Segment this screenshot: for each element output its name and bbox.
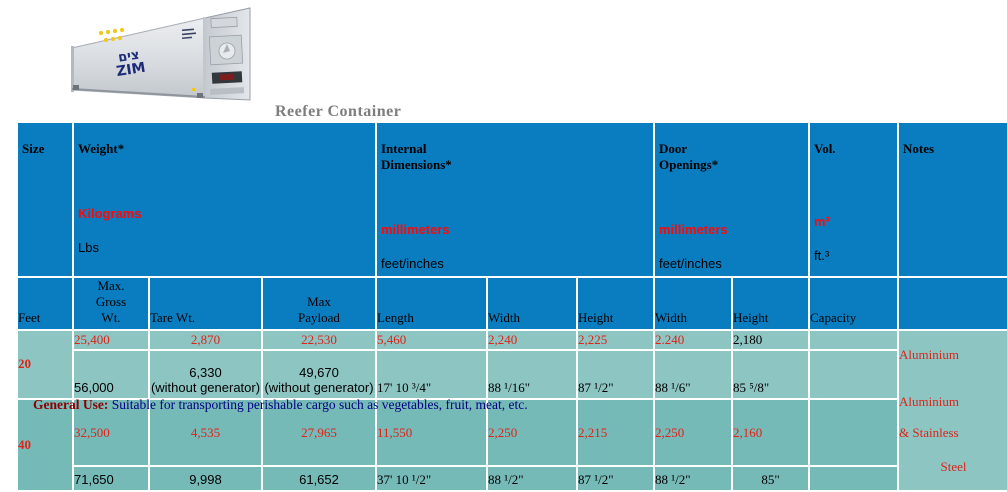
c20-lbs-door-height: 85 ⁵/8" bbox=[731, 348, 810, 400]
c40-kg-door-width: 2,250 bbox=[653, 397, 733, 468]
c40-kg-capacity bbox=[808, 397, 899, 468]
volume-unit-imperial: ft.³ bbox=[814, 248, 830, 264]
volume-title: Vol. bbox=[814, 141, 836, 156]
col-header-length: Length bbox=[375, 275, 488, 331]
header-notes: Notes bbox=[897, 121, 1007, 278]
c40-lbs-length: 37' 10 ¹/2" bbox=[375, 465, 488, 492]
c20-kg-length: 5,460 bbox=[375, 328, 488, 351]
zim-logo: צים ZIM bbox=[115, 48, 146, 81]
row-20-kilograms: 20 25,400 2,870 22,530 5,460 2,240 2,225… bbox=[16, 328, 1007, 492]
weight-unit-metric: Kilograms bbox=[78, 206, 142, 222]
row-20-lbs: 56,000 6,330 (without generator) 49,670 … bbox=[17, 348, 1007, 400]
c20-kg-door-width: 2.240 bbox=[653, 328, 733, 351]
door-unit-imperial: feet/inches bbox=[659, 256, 722, 272]
c20-kg-max-gross: 25,400 bbox=[72, 328, 150, 351]
c20-lbs-capacity bbox=[808, 348, 899, 400]
col-header-blank bbox=[897, 275, 1007, 331]
c20-lbs-tare: 6,330 (without generator) bbox=[148, 348, 263, 400]
c20-lbs-payload: 49,670 (without generator) bbox=[261, 348, 377, 400]
notes-cell: Aluminium Aluminium & Stainless Steel bbox=[897, 328, 1007, 492]
header-internal-dimensions: Internal Dimensions* millimeters feet/in… bbox=[375, 121, 655, 278]
container-id-markings bbox=[181, 28, 197, 40]
internal-unit-metric: millimeters bbox=[381, 222, 450, 238]
c40-lbs-door-width: 88 ¹/2" bbox=[653, 465, 733, 492]
zim-logo-latin: ZIM bbox=[115, 60, 146, 80]
col-header-door-width: Width bbox=[653, 275, 733, 331]
c20-kg-tare: 2,870 bbox=[148, 328, 263, 351]
c20-kg-door-height: 2,180 bbox=[731, 328, 810, 351]
col-header-payload: Max Payload bbox=[261, 275, 377, 331]
size-20: 20 bbox=[16, 328, 74, 400]
c20-kg-int-width: 2,240 bbox=[486, 328, 578, 351]
c40-kg-int-height: 2,215 bbox=[576, 397, 655, 468]
column-header-row: Feet Max. Gross Wt. Tare Wt. Max Payload… bbox=[16, 275, 1007, 331]
header-weight: Weight* Kilograms Lbs bbox=[72, 121, 377, 278]
header-weight-title: Weight* bbox=[78, 141, 125, 156]
col-header-capacity: Capacity bbox=[808, 275, 899, 331]
note-line: & Stainless bbox=[899, 424, 959, 440]
c20-lbs-int-height: 87 ¹/2" bbox=[576, 348, 655, 400]
reefer-specs-table: Size Weight* Kilograms Lbs Internal Dime… bbox=[16, 121, 1007, 492]
note-line: Steel bbox=[940, 459, 967, 475]
header-door-openings: Door Openings* millimeters feet/inches bbox=[653, 121, 810, 278]
row-40-lbs: 71,650 9,998 61,652 37' 10 ¹/2" 88 ¹/2" … bbox=[17, 465, 1007, 492]
general-use-text: Suitable for transporting perishable car… bbox=[108, 397, 528, 412]
zim-logo-hebrew: צים bbox=[117, 48, 140, 66]
header-volume: Vol. m³ ft.³ bbox=[808, 121, 899, 278]
header-group-row: Size Weight* Kilograms Lbs Internal Dime… bbox=[16, 121, 1007, 278]
c40-lbs-int-height: 87 ¹/2" bbox=[576, 465, 655, 492]
col-header-max-gross: Max. Gross Wt. bbox=[72, 275, 150, 331]
notes-title: Notes bbox=[903, 141, 935, 156]
c20-lbs-max-gross: 56,000 bbox=[72, 348, 150, 400]
c20-lbs-length: 17' 10 ³/4" bbox=[375, 348, 488, 400]
c40-lbs-capacity bbox=[808, 465, 899, 492]
c40-lbs-tare: 9,998 bbox=[148, 465, 263, 492]
col-header-tare: Tare Wt. bbox=[148, 275, 263, 331]
c20-lbs-int-width: 88 ¹/16" bbox=[486, 348, 578, 400]
c20-kg-int-height: 2,225 bbox=[576, 328, 655, 351]
weight-unit-imperial: Lbs bbox=[78, 240, 99, 256]
c20-lbs-door-width: 88 ¹/6" bbox=[653, 348, 733, 400]
door-openings-title: Door Openings* bbox=[659, 141, 719, 173]
reefer-container-image: צים ZIM bbox=[71, 7, 251, 101]
c20-kg-capacity bbox=[808, 328, 899, 351]
page-title: Reefer Container bbox=[275, 103, 402, 120]
internal-dimensions-title: Internal Dimensions* bbox=[381, 141, 452, 173]
header-size: Size bbox=[16, 121, 74, 278]
col-header-int-height: Height bbox=[576, 275, 655, 331]
c40-lbs-int-width: 88 ¹/2" bbox=[486, 465, 578, 492]
general-use-note: General Use: Suitable for transporting p… bbox=[33, 397, 528, 413]
c40-lbs-payload: 61,652 bbox=[261, 465, 377, 492]
c40-kg-door-height: 2,160 bbox=[731, 397, 810, 468]
header-size-title: Size bbox=[22, 141, 45, 156]
note-line: Aluminium bbox=[899, 393, 959, 409]
internal-unit-imperial: feet/inches bbox=[381, 256, 444, 272]
c20-kg-payload: 22,530 bbox=[261, 328, 377, 351]
general-use-label: General Use: bbox=[33, 397, 109, 412]
c40-lbs-door-height: 85" bbox=[731, 465, 810, 492]
note-line: Aluminium bbox=[899, 346, 959, 362]
yellow-dots bbox=[98, 27, 195, 91]
c40-lbs-max-gross: 71,650 bbox=[72, 465, 150, 492]
col-header-int-width: Width bbox=[486, 275, 578, 331]
col-header-feet: Feet bbox=[16, 275, 74, 331]
col-header-door-height: Height bbox=[731, 275, 810, 331]
door-unit-metric: millimeters bbox=[659, 222, 728, 238]
volume-unit-metric: m³ bbox=[814, 214, 830, 230]
